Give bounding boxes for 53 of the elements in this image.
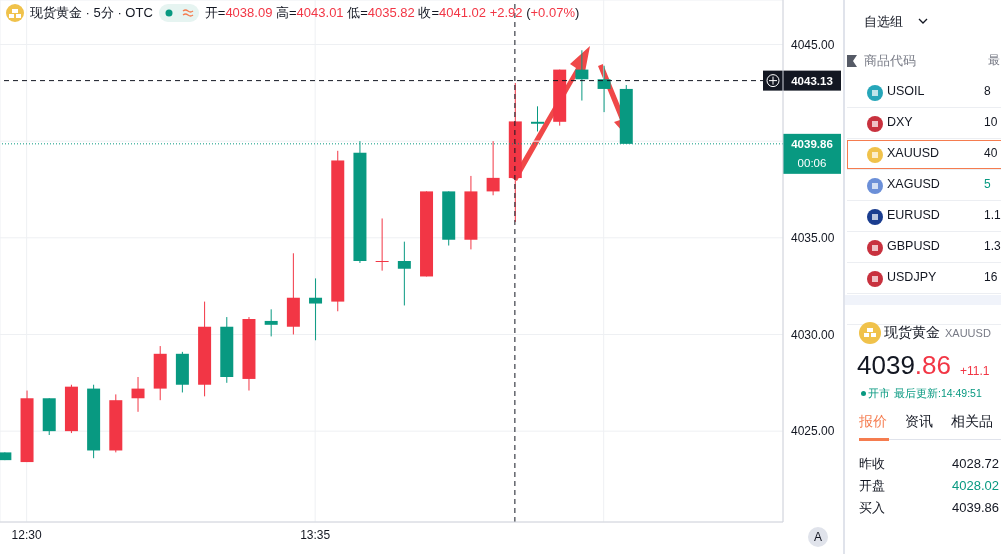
text: EURUSD [887,208,940,223]
text: 开盘 [859,478,885,494]
candlestick [375,217,389,272]
text: 开=4038.09 高=4043.01 低=4035.82 收=4041.02 +2.92 (+0.07%) [204,5,580,20]
y-tick-label: 4035.00 [791,231,835,246]
text: 00:06 [797,156,827,169]
y-tick-label: 4045.00 [791,37,835,52]
chart-title: 现货黄金 · 5分 · OTC [30,4,153,22]
text: 10 [984,115,998,130]
text: 买入 [859,500,885,516]
text: XAUUSD [887,146,940,161]
text: USDJPY [887,270,937,285]
text: 4039.86 [952,500,999,516]
text: 1.1 [984,208,1001,223]
text: 4028.72 [952,456,999,472]
text: 商品代码 [864,53,916,69]
candlestick [397,241,411,306]
text: 1.3 [984,239,1001,254]
x-tick-label: 12:30 [11,527,42,542]
text: 最 [988,53,1000,68]
text: 5 [984,177,991,192]
candlestick [575,49,589,102]
ref-line-label: 4039.86 [791,137,833,150]
text: 现货黄金 [884,324,940,341]
text: 16 [984,270,998,285]
candlestick [264,308,278,337]
text: 开市 [868,387,890,400]
text: 4028.02 [952,478,999,494]
text: 报价 [859,413,887,430]
text: 自选组 [864,14,903,30]
candlestick [531,105,545,132]
candlestick [597,65,611,113]
text: USOIL [887,84,925,99]
candlestick [131,376,145,413]
ref-line-label: 4043.13 [791,74,833,87]
text: 8 [984,84,991,99]
x-tick-label: 13:35 [300,527,331,542]
text: GBPUSD [887,239,940,254]
text: XAGUSD [887,177,940,192]
text: 资讯 [905,413,933,430]
text: 昨收 [859,456,885,472]
text: XAUUSD [945,327,991,341]
candlestick [486,140,500,196]
text: DXY [887,115,913,130]
text: 40 [984,146,998,161]
y-tick-label: 4030.00 [791,327,835,342]
y-tick-label: 4025.00 [791,424,835,439]
text: +11.1 [960,364,990,379]
text: 4039.86 [857,350,951,382]
text: 最后更新:14:49:51 [894,387,982,400]
candlestick [309,277,323,341]
text: 相关品 [951,413,993,430]
auto-scale-button: A [808,527,828,547]
